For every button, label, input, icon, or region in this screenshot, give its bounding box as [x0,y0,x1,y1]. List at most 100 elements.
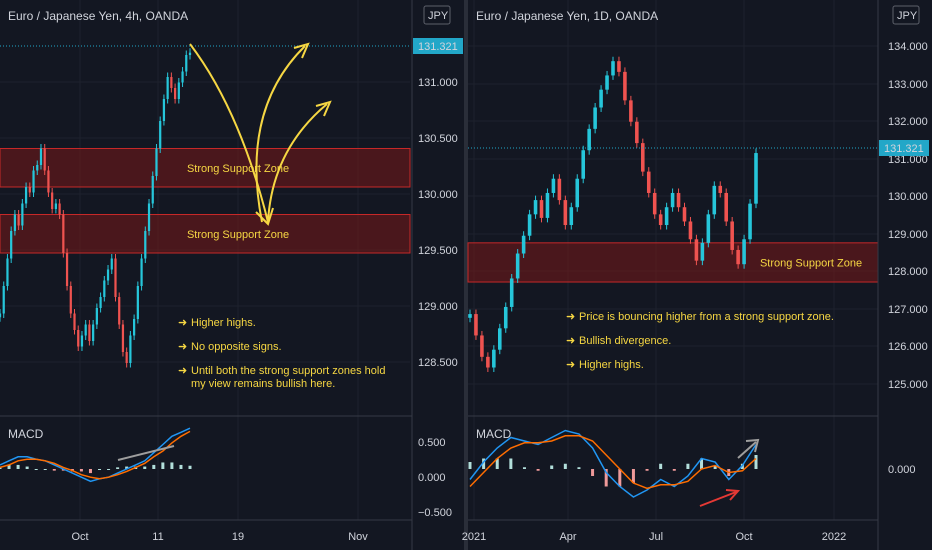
left-currency-badge: JPY [423,5,451,25]
macd-histogram-bar [143,466,147,469]
left-notes: ➜ Higher highs. ➜ No opposite signs. ➜ U… [178,317,385,390]
macd-histogram-bar [754,455,758,469]
right-currency-label: JPY [897,10,918,22]
candle-body [151,176,154,204]
candle-body [155,148,158,176]
candle-body [480,335,484,357]
candle-body [88,324,91,341]
support-zone-label: Strong Support Zone [760,257,862,269]
candle-body [99,297,102,308]
candle-body [682,207,687,222]
x-tick-label: Jul [649,531,663,543]
right-note-arrow-2: ➜ [566,335,575,347]
x-tick-label: Apr [559,531,576,543]
macd-histogram-bar [618,469,622,487]
macd-y-tick-label: 0.000 [888,464,916,476]
candle-body [581,150,585,179]
candle-body [676,192,681,208]
macd-histogram-bar [672,469,676,471]
y-tick-label: 132.000 [888,116,928,128]
x-tick-label: Nov [348,531,368,543]
macd-histogram-bar [482,458,486,469]
left-note-arrow-1: ➜ [178,317,187,329]
candle-body [754,153,758,204]
macd-histogram-bar [170,462,174,469]
x-tick-label: Oct [735,531,752,543]
support-zone-label: Strong Support Zone [187,163,289,175]
candle-body [486,356,490,368]
right-last-price-badge: 131.321 [879,140,929,156]
candle-body [539,200,544,218]
candle-body [166,77,169,99]
left-note-arrow-2: ➜ [178,341,187,353]
macd-histogram-bar [536,469,540,471]
y-tick-label: 128.000 [888,266,928,278]
macd-y-tick-label: 0.000 [418,472,446,484]
macd-histogram-bar [700,458,704,469]
candle-body [498,328,502,350]
left-macd-trend-arrow [117,445,175,461]
right-currency-badge: JPY [892,5,920,25]
macd-histogram-bar [631,469,635,483]
candle-body [551,178,556,193]
x-tick-label: 2022 [822,531,846,543]
macd-histogram-bar [98,469,102,470]
right-macd-pane: 0.000 [468,429,916,498]
right-notes: ➜ Price is bouncing higher from a strong… [566,311,834,371]
candle-body [474,314,478,336]
candle-body [6,258,9,286]
macd-histogram-bar [161,462,165,469]
candle-body [658,214,663,226]
candle-body [718,185,723,193]
signal-line [469,435,757,490]
candle-body [545,192,550,218]
candle-body [147,203,151,231]
candle-body [509,278,514,307]
macd-histogram-bar [604,469,608,487]
candle-body [652,192,657,215]
candle-body [188,52,192,55]
macd-histogram-bar [550,465,554,469]
right-note-3: Higher highs. [579,359,644,371]
candle-body [641,143,645,172]
y-tick-label: 130.000 [418,189,458,201]
candle-body [611,61,615,76]
candle-body [748,203,752,240]
candle-body [593,107,597,129]
right-y-axis: 134.000 133.000 132.000 131.000 130.000 129.0… [888,41,928,391]
candle-body [39,148,43,165]
macd-histogram-bar [16,464,20,469]
macd-histogram-bar [659,463,663,469]
candle-body [144,231,147,259]
left-macd-pane: 0.500 0.000 −0.500 [0,427,452,519]
left-note-arrow-3: ➜ [178,365,187,377]
candle-body [140,258,143,286]
right-chart-title: Euro / Japanese Yen, 1D, OANDA [476,9,658,23]
macd-line [0,427,191,483]
left-candles [0,48,192,368]
x-tick-label: Oct [71,531,88,543]
candle-body [73,313,76,330]
candle-body [136,286,139,319]
left-last-price: 131.321 [418,41,458,53]
macd-y-tick-label: −0.500 [418,507,452,519]
macd-histogram-bar [495,458,499,469]
macd-histogram-bar [107,469,111,470]
candle-body [563,200,568,226]
right-divergence-arrows [699,438,760,507]
right-last-price: 131.321 [884,143,924,155]
macd-histogram-bar [591,469,595,476]
candle-body [118,297,121,325]
candle-body [587,128,591,151]
candle-body [468,314,472,318]
candle-body [24,187,28,204]
candle-body [47,170,50,193]
x-tick-label: 2021 [462,531,486,543]
right-note-arrow-1: ➜ [566,311,575,323]
right-zones: Strong Support Zone [467,242,879,283]
y-tick-label: 131.000 [888,154,928,166]
left-note-2: No opposite signs. [191,341,282,353]
candle-body [28,187,31,193]
macd-y-tick-label: 0.500 [418,437,446,449]
y-tick-label: 128.500 [418,357,458,369]
